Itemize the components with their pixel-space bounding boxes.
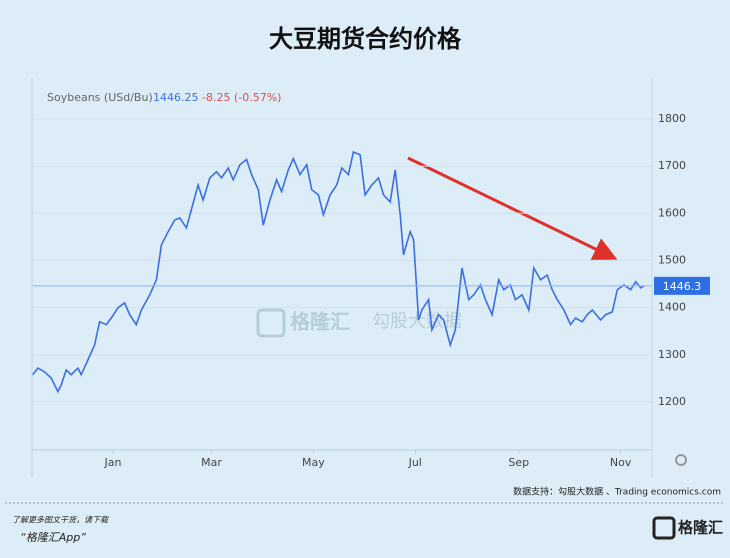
legend-change: -8.25 (-0.57%)	[202, 91, 281, 104]
y-tick-label: 1700	[658, 159, 686, 172]
watermark-data: 勾股大数据	[372, 311, 462, 332]
x-tick-label: Jul	[408, 456, 422, 469]
legend-name: Soybeans (USd/Bu)	[47, 91, 153, 104]
y-tick-label: 1800	[658, 112, 686, 125]
x-tick-label: May	[302, 456, 325, 469]
footer-logo-icon	[652, 516, 676, 540]
last-value-label: 1446.3	[663, 280, 702, 293]
footer-line1: 了解更多图文干货，请下载	[12, 516, 109, 525]
trend-arrow	[407, 156, 618, 260]
y-tick-label: 1500	[658, 253, 686, 266]
x-tick-label: Sep	[508, 456, 529, 469]
x-tick-label: Mar	[201, 456, 222, 469]
source: 数据支持：勾股大数据 、Trading economics.com	[513, 486, 721, 498]
x-tick-label: Jan	[103, 456, 121, 469]
footer-line2: “格隆汇App”	[20, 531, 86, 544]
y-tick-label: 1400	[658, 301, 686, 314]
settings-icon[interactable]	[675, 454, 687, 466]
y-tick-label: 1300	[658, 348, 686, 361]
y-tick-label: 1600	[658, 206, 686, 219]
watermark-logo	[256, 308, 286, 338]
chart-title: 大豆期货合约价格	[269, 25, 462, 53]
x-tick-label: Nov	[610, 456, 632, 469]
watermark-brand: 格隆汇	[290, 310, 350, 334]
footer-logo: 格隆汇	[678, 519, 723, 537]
gear[interactable]	[675, 454, 687, 466]
price-line	[32, 150, 645, 394]
y-tick-label: 1200	[658, 395, 686, 408]
last-value-badge	[654, 276, 710, 295]
legend-price: 1446.25	[153, 91, 199, 104]
